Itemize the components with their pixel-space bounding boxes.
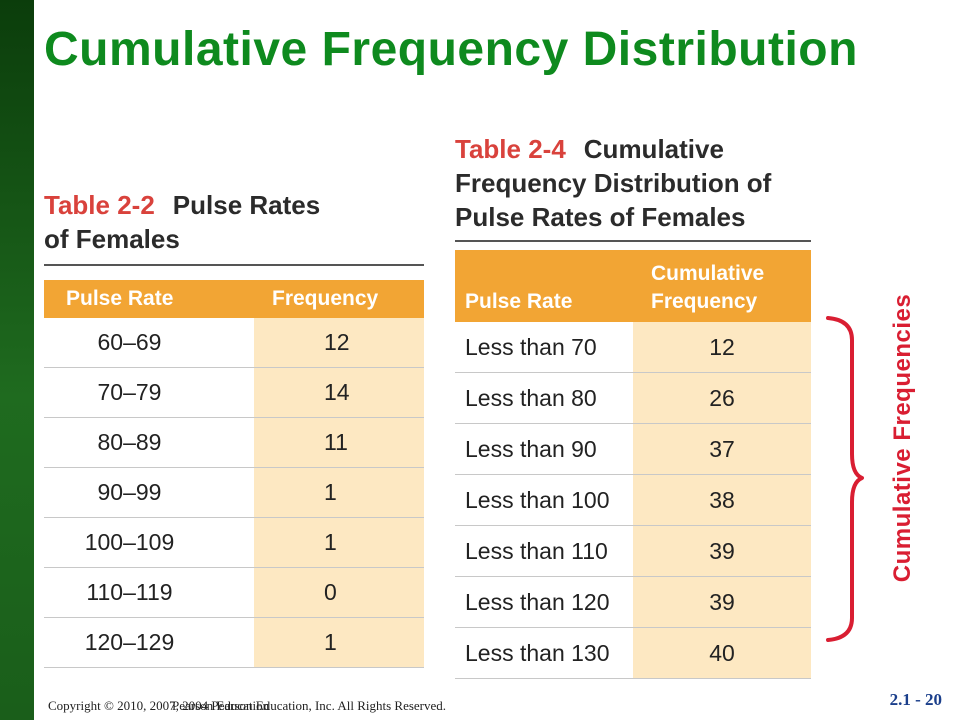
table-2-2-title-line1: Pulse Rates bbox=[172, 190, 321, 220]
slide-number: 2.1 - 20 bbox=[889, 690, 942, 709]
table-row: Less than 120 39 bbox=[455, 576, 811, 628]
copyright-text: Copyright © 2010, 2007, 2004 Pearson Edu… bbox=[48, 698, 447, 713]
cumulative-frequency-cell: 26 bbox=[633, 372, 811, 424]
table-row: 110–119 0 bbox=[44, 567, 424, 618]
column-header-pulse-rate: Pulse Rate bbox=[44, 280, 254, 318]
left-accent-bar bbox=[0, 0, 34, 720]
cumulative-frequency-cell: 12 bbox=[633, 322, 811, 373]
table-row: 70–79 14 bbox=[44, 367, 424, 418]
table-2-2-caption-rule bbox=[44, 264, 424, 266]
cumulative-frequency-cell: 38 bbox=[633, 474, 811, 526]
pulse-rate-cell: Less than 120 bbox=[455, 576, 633, 628]
table-row: Less than 90 37 bbox=[455, 423, 811, 475]
pulse-rate-cell: Less than 80 bbox=[455, 372, 633, 424]
table-2-2-label: Table 2-2 bbox=[44, 190, 155, 220]
cumulative-frequency-cell: 39 bbox=[633, 576, 811, 628]
table-header-row: Pulse Rate Cumulative Frequency bbox=[455, 250, 811, 322]
header-line-cumulative: Cumulative bbox=[651, 262, 765, 285]
cumulative-frequency-cell: 40 bbox=[633, 627, 811, 679]
frequency-cell: 14 bbox=[254, 367, 424, 418]
header-line-frequency: Frequency bbox=[651, 290, 758, 313]
table-2-4-title-line2: Frequency Distribution of bbox=[455, 168, 772, 198]
frequency-cell: 1 bbox=[254, 517, 424, 568]
table-2-2-title-line2: of Females bbox=[44, 224, 180, 254]
table-row: 100–109 1 bbox=[44, 517, 424, 568]
table-2-4-title-line3: Pulse Rates of Females bbox=[455, 202, 746, 232]
pulse-rate-cell: Less than 90 bbox=[455, 423, 633, 475]
frequency-cell: 12 bbox=[254, 318, 424, 368]
pulse-rate-frequency-table: Pulse Rate Frequency 60–69 12 70–79 14 80–… bbox=[44, 280, 424, 668]
pulse-rate-cell: Less than 100 bbox=[455, 474, 633, 526]
table-2-4-caption: Table 2-4 Cumulative Frequency Distributi… bbox=[455, 132, 771, 234]
table-row: 120–129 1 bbox=[44, 617, 424, 668]
table-row: 90–99 1 bbox=[44, 467, 424, 518]
pulse-rate-cell: 70–79 bbox=[44, 367, 254, 418]
table-2-4-caption-rule bbox=[455, 240, 811, 242]
table-row: Less than 80 26 bbox=[455, 372, 811, 424]
table-row: Less than 100 38 bbox=[455, 474, 811, 526]
cumulative-frequencies-label: Cumulative Frequencies bbox=[889, 293, 916, 583]
table-row: 60–69 12 bbox=[44, 318, 424, 368]
pulse-rate-cell: 100–109 bbox=[44, 517, 254, 568]
table-2-2-caption: Table 2-2 Pulse Rates of Females bbox=[44, 188, 320, 256]
cumulative-frequency-table: Pulse Rate Cumulative Frequency Less than… bbox=[455, 250, 811, 679]
pulse-rate-cell: 90–99 bbox=[44, 467, 254, 518]
table-2-4-label: Table 2-4 bbox=[455, 134, 566, 164]
copyright-notice: Copyright © 2010, 2007, 2004 Pearson Edu… bbox=[48, 698, 446, 714]
frequency-cell: 1 bbox=[254, 617, 424, 668]
pulse-rate-cell: 120–129 bbox=[44, 617, 254, 668]
table-row: Less than 70 12 bbox=[455, 322, 811, 373]
pulse-rate-cell: Less than 130 bbox=[455, 627, 633, 679]
table-row: 80–89 11 bbox=[44, 417, 424, 468]
pulse-rate-cell: Less than 110 bbox=[455, 525, 633, 577]
copyright-overlay-text: Pearson Education bbox=[172, 698, 270, 713]
frequency-cell: 11 bbox=[254, 417, 424, 468]
pulse-rate-cell: 80–89 bbox=[44, 417, 254, 468]
table-2-4-title-line1: Cumulative bbox=[583, 134, 724, 164]
frequency-cell: 0 bbox=[254, 567, 424, 618]
slide-title: Cumulative Frequency Distribution bbox=[44, 23, 858, 76]
cumulative-frequency-cell: 39 bbox=[633, 525, 811, 577]
curly-brace-icon bbox=[826, 316, 864, 642]
cumulative-frequency-cell: 37 bbox=[633, 423, 811, 475]
column-header-frequency: Frequency bbox=[254, 280, 424, 318]
pulse-rate-cell: 60–69 bbox=[44, 318, 254, 368]
frequency-cell: 1 bbox=[254, 467, 424, 518]
pulse-rate-cell: Less than 70 bbox=[455, 322, 633, 373]
column-header-pulse-rate: Pulse Rate bbox=[455, 250, 633, 322]
table-row: Less than 130 40 bbox=[455, 627, 811, 679]
pulse-rate-cell: 110–119 bbox=[44, 567, 254, 618]
table-header-row: Pulse Rate Frequency bbox=[44, 280, 424, 318]
column-header-cumulative-frequency: Cumulative Frequency bbox=[633, 250, 811, 322]
table-row: Less than 110 39 bbox=[455, 525, 811, 577]
